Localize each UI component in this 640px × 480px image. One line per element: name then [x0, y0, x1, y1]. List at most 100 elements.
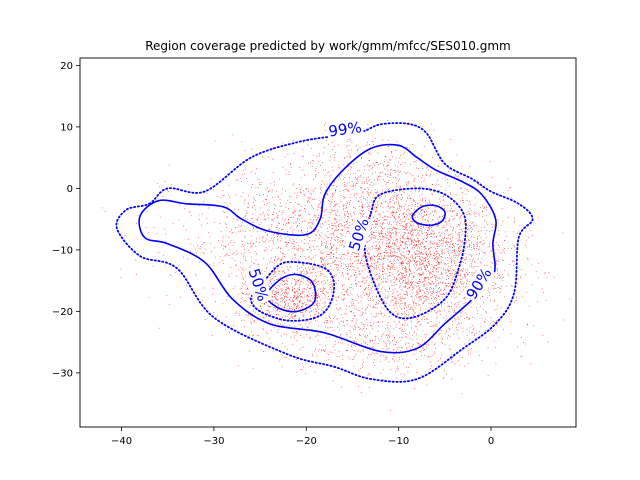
scatter-point [414, 260, 415, 261]
scatter-point [286, 293, 288, 295]
scatter-point [242, 173, 243, 175]
scatter-point [379, 222, 381, 224]
scatter-point [343, 246, 344, 248]
scatter-point [311, 272, 313, 273]
scatter-point [331, 252, 332, 254]
scatter-point [537, 301, 538, 303]
scatter-point [379, 268, 380, 270]
scatter-point [427, 230, 429, 231]
scatter-point [455, 272, 457, 274]
scatter-point [274, 272, 275, 274]
scatter-point [443, 289, 444, 291]
scatter-point [387, 237, 389, 239]
scatter-point [330, 240, 332, 241]
scatter-point [499, 277, 501, 278]
scatter-point [320, 192, 321, 194]
scatter-point [509, 264, 511, 265]
scatter-point [321, 198, 323, 200]
scatter-point [425, 265, 427, 267]
scatter-point [417, 293, 419, 295]
scatter-point [235, 250, 237, 252]
scatter-point [299, 210, 301, 211]
scatter-point [328, 224, 330, 225]
scatter-point [299, 273, 301, 275]
scatter-point [294, 295, 296, 296]
scatter-point [440, 330, 442, 331]
scatter-point [481, 258, 483, 260]
scatter-point [492, 321, 494, 322]
scatter-point [423, 263, 424, 265]
scatter-point [364, 268, 366, 269]
scatter-point [342, 272, 343, 273]
scatter-point [458, 274, 460, 276]
scatter-point [425, 296, 427, 297]
scatter-point [429, 303, 431, 305]
scatter-point [261, 313, 262, 314]
scatter-point [278, 309, 280, 310]
scatter-point [437, 246, 439, 248]
scatter-point [333, 193, 335, 195]
scatter-point [454, 274, 455, 275]
scatter-point [361, 216, 363, 217]
scatter-point [465, 193, 467, 195]
scatter-point [464, 231, 465, 233]
scatter-point [406, 270, 408, 272]
scatter-point [329, 233, 331, 235]
scatter-point [432, 255, 434, 257]
scatter-point [364, 165, 366, 167]
scatter-point [426, 276, 428, 278]
scatter-point [404, 238, 406, 240]
scatter-point [276, 302, 278, 304]
scatter-point [393, 312, 394, 314]
scatter-point [286, 296, 288, 298]
scatter-point [462, 242, 464, 244]
scatter-point [432, 231, 434, 232]
scatter-point [414, 285, 416, 286]
scatter-point [408, 254, 409, 255]
scatter-point [295, 281, 296, 283]
scatter-point [413, 247, 415, 249]
scatter-point [233, 242, 235, 244]
scatter-point [314, 283, 316, 285]
scatter-point [439, 231, 441, 233]
scatter-point [218, 262, 220, 264]
scatter-point [336, 221, 337, 222]
scatter-point [520, 356, 522, 358]
scatter-point [401, 236, 403, 237]
scatter-point [399, 245, 401, 247]
scatter-point [373, 299, 374, 300]
scatter-point [360, 315, 362, 317]
scatter-point [381, 203, 383, 204]
scatter-point [267, 313, 269, 315]
scatter-point [362, 313, 364, 315]
scatter-point [433, 129, 435, 131]
scatter-point [319, 235, 321, 236]
scatter-point [416, 244, 417, 246]
scatter-point [331, 233, 333, 234]
scatter-point [304, 238, 305, 240]
scatter-point [431, 235, 433, 237]
scatter-point [321, 272, 323, 274]
scatter-point [325, 245, 326, 247]
scatter-point [462, 268, 464, 269]
scatter-point [319, 297, 321, 298]
scatter-point [317, 325, 319, 327]
scatter-point [449, 247, 451, 248]
scatter-point [327, 230, 329, 232]
scatter-point [313, 214, 315, 216]
scatter-point [426, 235, 427, 236]
scatter-point [369, 386, 370, 388]
scatter-point [458, 323, 460, 324]
scatter-point [304, 243, 305, 245]
scatter-point [418, 243, 420, 245]
scatter-point [124, 235, 126, 236]
scatter-point [413, 245, 414, 246]
scatter-point [346, 305, 347, 307]
scatter-point [334, 226, 336, 227]
scatter-point [301, 312, 302, 314]
scatter-point [430, 233, 432, 235]
scatter-point [404, 294, 406, 295]
scatter-point [352, 252, 354, 253]
scatter-point [299, 167, 301, 168]
scatter-point [363, 292, 365, 294]
